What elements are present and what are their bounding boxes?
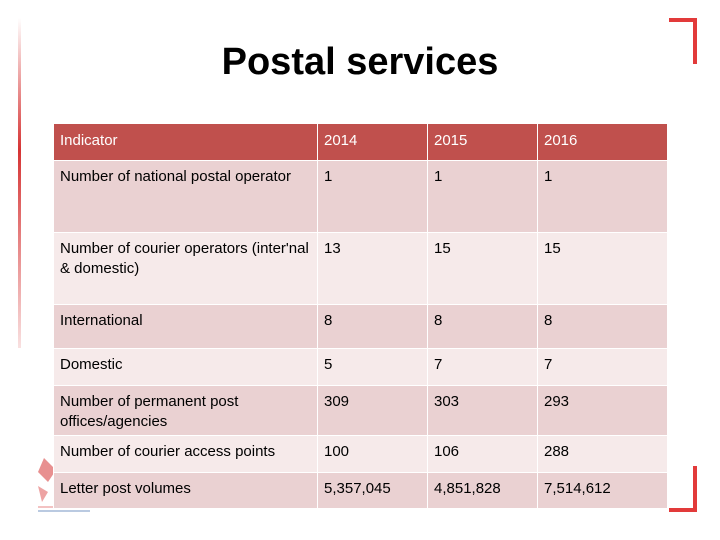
value-2015-cell: 1 [427, 160, 538, 233]
value-2014-cell: 309 [317, 385, 428, 436]
value-2015-cell: 8 [427, 304, 538, 349]
table-row: International 8 8 8 [53, 304, 668, 349]
value-2015-cell: 106 [427, 435, 538, 473]
bottom-right-corner-bracket [669, 466, 697, 512]
column-header-indicator: Indicator [53, 123, 318, 161]
indicator-cell: Letter post volumes [53, 472, 318, 509]
indicator-cell: International [53, 304, 318, 349]
indicator-cell: Number of permanent post offices/agencie… [53, 385, 318, 436]
table-row: Domestic 5 7 7 [53, 348, 668, 386]
table-row: Number of courier access points 100 106 … [53, 435, 668, 473]
value-2016-cell: 15 [537, 232, 668, 305]
value-2015-cell: 15 [427, 232, 538, 305]
indicator-cell: Number of courier operators (inter'nal &… [53, 232, 318, 305]
value-2016-cell: 7 [537, 348, 668, 386]
column-header-2014: 2014 [317, 123, 428, 161]
table-row: Letter post volumes 5,357,045 4,851,828 … [53, 472, 668, 509]
value-2014-cell: 13 [317, 232, 428, 305]
table-row: Number of courier operators (inter'nal &… [53, 232, 668, 305]
table-row: Number of national postal operator 1 1 1 [53, 160, 668, 233]
value-2014-cell: 5,357,045 [317, 472, 428, 509]
indicator-cell: Number of courier access points [53, 435, 318, 473]
page-title: Postal services [221, 41, 499, 83]
value-2014-cell: 1 [317, 160, 428, 233]
table-header-row: Indicator 2014 2015 2016 [53, 123, 668, 161]
value-2015-cell: 7 [427, 348, 538, 386]
indicator-cell: Number of national postal operator [53, 160, 318, 233]
column-header-2016: 2016 [537, 123, 668, 161]
postal-services-table: Indicator 2014 2015 2016 Number of natio… [53, 123, 668, 509]
value-2016-cell: 293 [537, 385, 668, 436]
top-right-corner-bracket [669, 18, 697, 64]
value-2016-cell: 288 [537, 435, 668, 473]
value-2016-cell: 8 [537, 304, 668, 349]
value-2016-cell: 7,514,612 [537, 472, 668, 509]
column-header-2015: 2015 [427, 123, 538, 161]
table-row: Number of permanent post offices/agencie… [53, 385, 668, 436]
value-2016-cell: 1 [537, 160, 668, 233]
value-2015-cell: 4,851,828 [427, 472, 538, 509]
value-2014-cell: 8 [317, 304, 428, 349]
value-2015-cell: 303 [427, 385, 538, 436]
indicator-cell: Domestic [53, 348, 318, 386]
value-2014-cell: 100 [317, 435, 428, 473]
left-accent-line [18, 18, 21, 348]
value-2014-cell: 5 [317, 348, 428, 386]
